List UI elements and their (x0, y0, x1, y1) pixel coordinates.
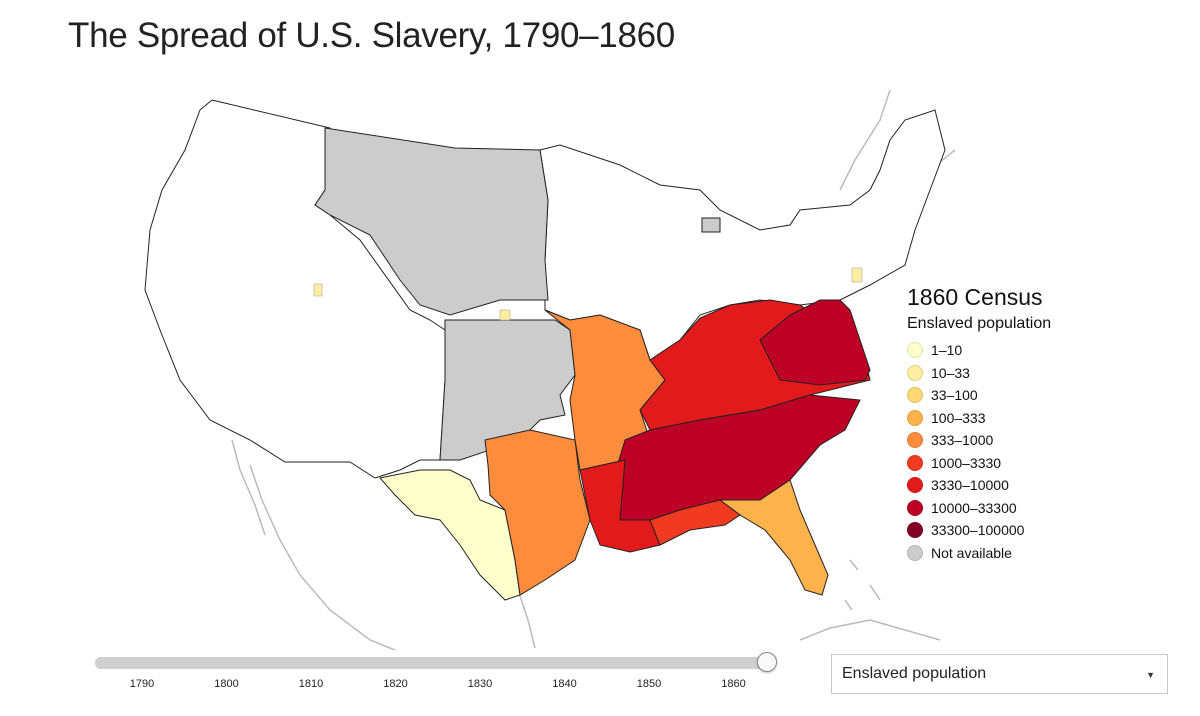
year-tick: 1850 (636, 678, 662, 690)
legend-swatch (907, 387, 923, 404)
year-tick: 1840 (552, 678, 577, 690)
year-tick: 1810 (298, 678, 324, 690)
new-jersey-patch (851, 267, 863, 283)
slave-states (379, 299, 871, 601)
legend-item: 33–100 (907, 384, 1051, 407)
legend-swatch (907, 522, 923, 539)
legend-label: 33–100 (931, 387, 978, 404)
map-legend: 1860 Census Enslaved population 1–10 10–3… (907, 284, 1051, 564)
legend-item: 3330–10000 (907, 474, 1051, 497)
slider-fill (95, 657, 767, 669)
legend-label: 3330–10000 (931, 477, 1009, 494)
year-ticks: 1790 1800 1810 1820 1830 1840 1850 1860 (95, 678, 785, 692)
legend-label: 1000–3330 (931, 454, 1002, 471)
year-tick: 1860 (721, 678, 746, 690)
legend-items: 1–10 10–33 33–100 100–333 333–1000 1000–3330 3… (907, 339, 1051, 564)
mexico-coast-outline (249, 464, 398, 650)
gulf-mexico-coast-outline (519, 595, 536, 649)
legend-label: 10000–33300 (931, 499, 1017, 516)
year-tick: 1830 (467, 678, 493, 690)
legend-label: 10–33 (931, 364, 970, 381)
us-county-map (144, 89, 956, 650)
legend-label: Not available (931, 544, 1012, 561)
nebraska-patch (499, 309, 511, 321)
legend-item: 10000–33300 (907, 497, 1051, 520)
legend-label: 100–333 (931, 409, 986, 426)
year-tick: 1820 (383, 678, 408, 690)
legend-swatch (907, 409, 923, 426)
virginia-maryland (759, 299, 871, 386)
legend-swatch (907, 364, 923, 381)
bahamas-outline (844, 559, 881, 611)
legend-item: 1–10 (907, 339, 1051, 362)
legend-label: 1–10 (931, 342, 963, 359)
metric-select[interactable]: Enslaved population ▼ (831, 654, 1168, 694)
cuba-outline (799, 619, 941, 641)
legend-swatch (907, 342, 923, 359)
legend-swatch (907, 544, 923, 561)
legend-swatch (907, 454, 923, 471)
gulf-coast-belt (649, 499, 741, 546)
legend-item: 100–333 (907, 407, 1051, 430)
legend-swatch (907, 477, 923, 494)
free-territory (144, 99, 946, 479)
utah-patch (313, 283, 323, 297)
year-tick: 1800 (214, 678, 239, 690)
legend-label: 333–1000 (931, 432, 994, 449)
legend-swatch (907, 432, 923, 449)
florida (718, 479, 829, 596)
legend-swatch (907, 499, 923, 516)
michigan-north-block (701, 217, 721, 233)
year-tick: 1790 (129, 678, 155, 690)
slider-handle[interactable] (757, 652, 777, 672)
year-slider[interactable]: 1790 1800 1810 1820 1830 1840 1850 1860 (95, 652, 785, 692)
sparse-patches (313, 267, 863, 321)
baja-outline (231, 439, 266, 536)
western-territories (144, 99, 446, 479)
legend-item: 1000–3330 (907, 452, 1051, 475)
chevron-down-icon: ▼ (1146, 670, 1155, 680)
legend-item: 33300–100000 (907, 519, 1051, 542)
legend-subtitle: Enslaved population (907, 315, 1052, 332)
legend-item: Not available (907, 542, 1051, 565)
page-title: The Spread of U.S. Slavery, 1790–1860 (68, 16, 675, 55)
legend-item: 333–1000 (907, 429, 1051, 452)
legend-label: 33300–100000 (931, 522, 1025, 539)
dakota-montana-region (314, 127, 549, 316)
unavailable-regions (314, 127, 721, 461)
legend-title: 1860 Census (907, 284, 1043, 310)
legend-item: 10–33 (907, 362, 1051, 385)
canada-outline (839, 89, 891, 191)
metric-select-value: Enslaved population (842, 665, 987, 682)
